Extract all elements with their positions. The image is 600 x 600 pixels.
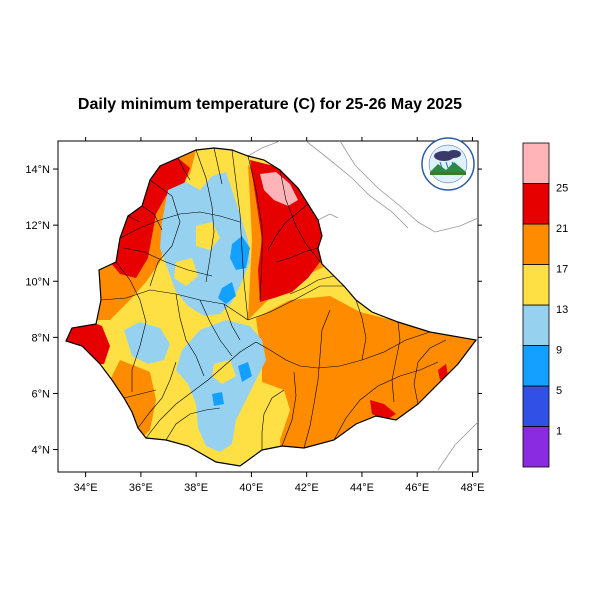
lat-tick-label: 12°N: [25, 220, 50, 232]
legend-label: 17: [556, 264, 568, 276]
legend-label: 5: [556, 385, 562, 397]
lon-tick-label: 46°E: [405, 482, 429, 494]
lon-axis: 34°E 36°E 38°E 40°E 42°E 44°E 46°E 48°E: [74, 137, 484, 494]
lon-tick-label: 48°E: [460, 482, 484, 494]
legend-bin: [522, 304, 550, 346]
lon-tick-label: 38°E: [184, 482, 208, 494]
legend-bin: [522, 183, 550, 225]
lat-tick-label: 6°N: [32, 388, 51, 400]
lat-tick-label: 4°N: [32, 445, 51, 457]
legend-bin: [522, 345, 550, 387]
lat-tick-label: 14°N: [25, 164, 50, 176]
lat-tick-label: 10°N: [25, 276, 50, 288]
colorbar-legend: 1 5 9 13 17 21 25: [522, 142, 568, 468]
lon-tick-label: 40°E: [239, 482, 263, 494]
map-title: Daily minimum temperature (C) for 25-26 …: [77, 96, 463, 113]
admin-borders: [100, 147, 447, 450]
neighbor-borders: [247, 141, 478, 471]
legend-label: 9: [556, 345, 562, 357]
legend-bin: [522, 223, 550, 265]
lon-tick-label: 44°E: [350, 482, 374, 494]
lon-tick-label: 34°E: [74, 482, 98, 494]
lat-axis: 4°N 6°N 8°N 10°N 12°N 14°N: [25, 164, 482, 457]
lat-tick-label: 8°N: [32, 332, 51, 344]
lon-tick-label: 42°E: [295, 482, 319, 494]
legend-label: 13: [556, 304, 568, 316]
legend-bin: [522, 142, 550, 184]
legend-label: 25: [556, 183, 568, 195]
legend-bin: [522, 426, 550, 468]
lon-tick-label: 36°E: [129, 482, 153, 494]
meteorology-agency-logo: [421, 137, 475, 191]
legend-label: 1: [556, 426, 562, 438]
legend-label: 21: [556, 223, 568, 235]
legend-bin: [522, 264, 550, 306]
legend-bin: [522, 385, 550, 427]
